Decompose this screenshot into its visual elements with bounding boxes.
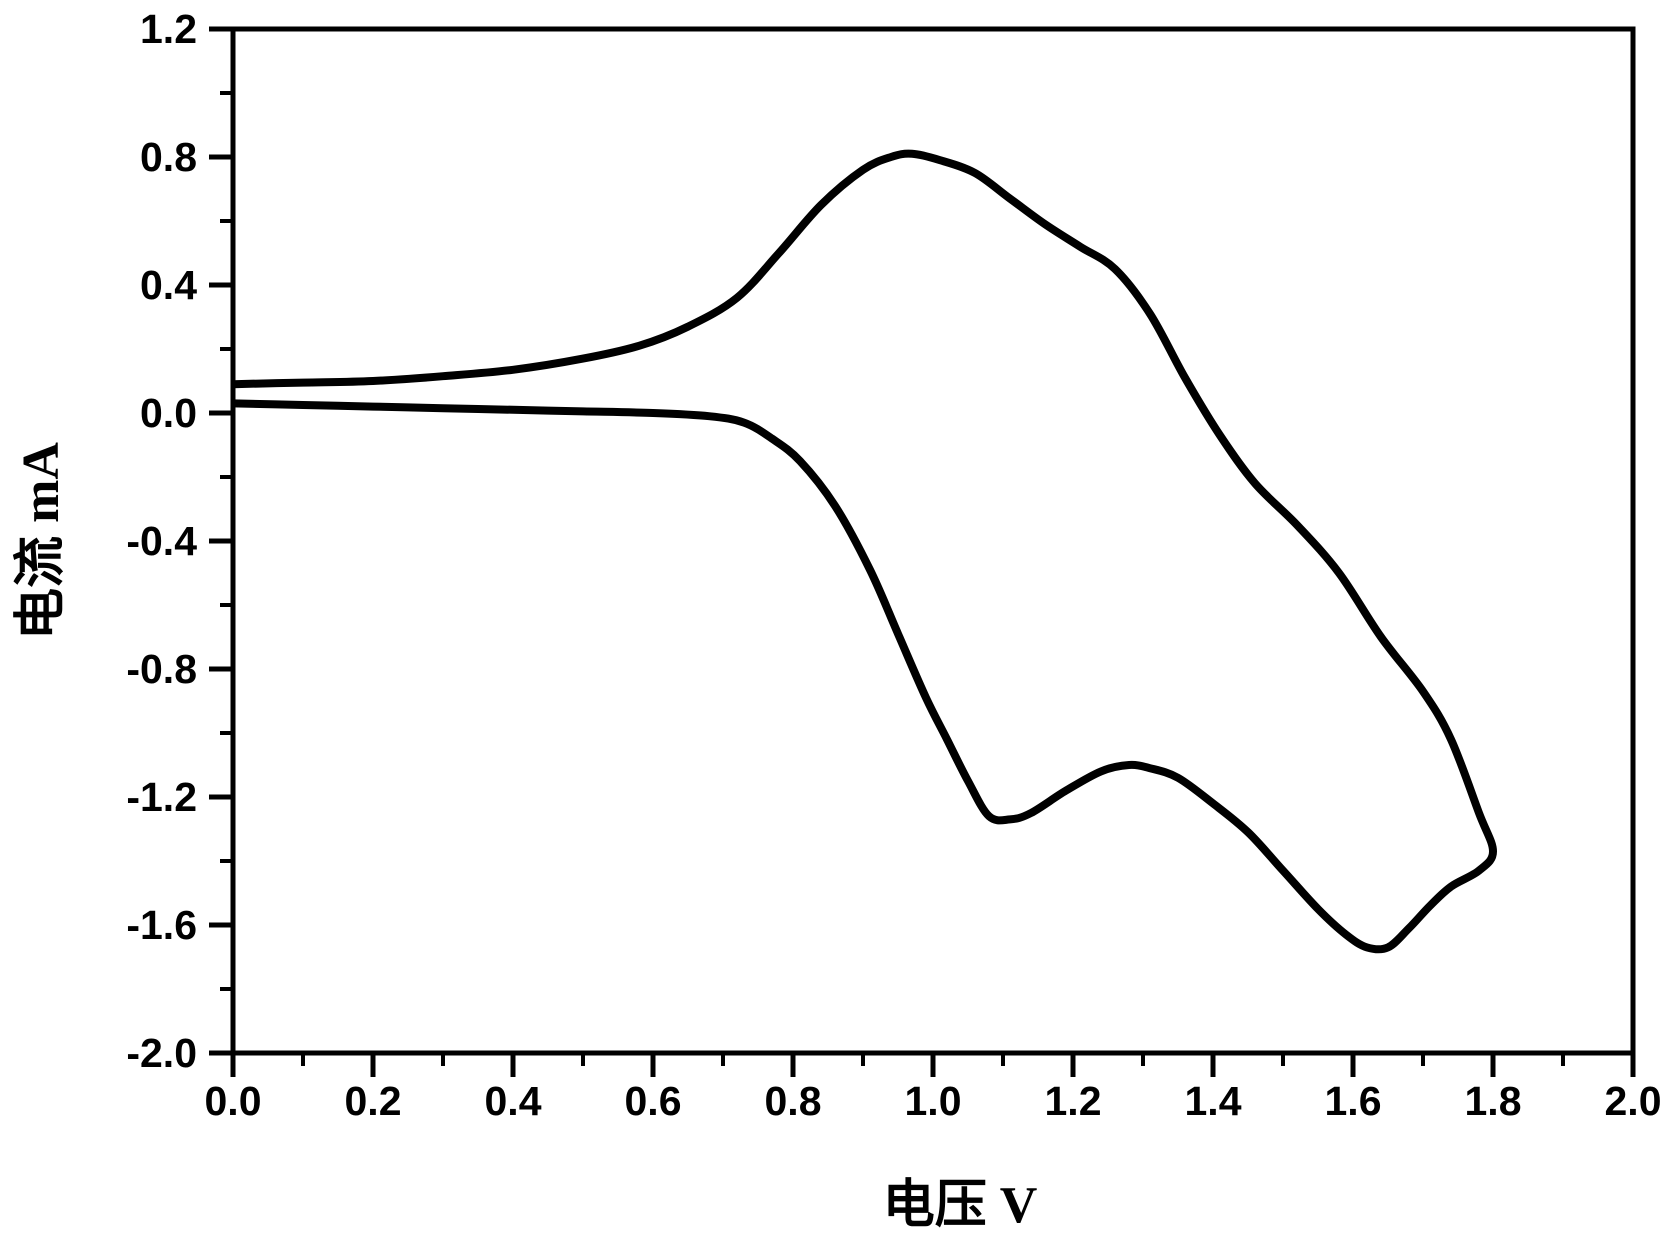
x-tick-label: 1.6: [1325, 1078, 1382, 1124]
x-tick-label: 0.8: [765, 1078, 822, 1124]
x-tick-label: 2.0: [1605, 1078, 1662, 1124]
x-axis-title: 电压 V: [883, 1176, 1038, 1234]
cv-curve-path: [232, 149, 1497, 954]
x-tick-label: 0.2: [345, 1078, 402, 1124]
y-tick-label: 0.0: [140, 390, 197, 436]
x-axis-ticks: [230, 1053, 1636, 1077]
x-tick-label: 1.8: [1465, 1078, 1522, 1124]
y-tick-label: -1.2: [126, 774, 197, 820]
x-tick-label: 1.0: [905, 1078, 962, 1124]
y-tick-label: 0.4: [140, 262, 197, 308]
x-tick-label: 1.2: [1045, 1078, 1102, 1124]
y-tick-label: -0.8: [126, 646, 197, 692]
y-tick-label: -1.6: [126, 902, 197, 948]
y-tick-label: -2.0: [126, 1030, 197, 1076]
x-tick-label: 0.0: [205, 1078, 262, 1124]
x-tick-label: 1.4: [1185, 1078, 1242, 1124]
y-tick-label: -0.4: [126, 518, 197, 564]
x-tick-label: 0.6: [625, 1078, 682, 1124]
plot-frame: [230, 26, 1636, 1056]
x-axis-tick-labels: 0.0 0.2 0.4 0.6 0.8 1.0 1.2 1.4 1.6 1.8 2.0: [205, 1078, 1662, 1124]
y-axis-title: 电流 mA: [12, 442, 70, 640]
y-tick-label: 0.8: [140, 134, 197, 180]
cv-curve: [232, 149, 1497, 954]
y-axis-ticks: [209, 26, 233, 1056]
x-tick-label: 0.4: [485, 1078, 542, 1124]
y-tick-label: 1.2: [140, 6, 197, 52]
y-axis-tick-labels: 1.2 0.8 0.4 0.0 -0.4 -0.8 -1.2 -1.6 -2.0: [126, 6, 197, 1076]
